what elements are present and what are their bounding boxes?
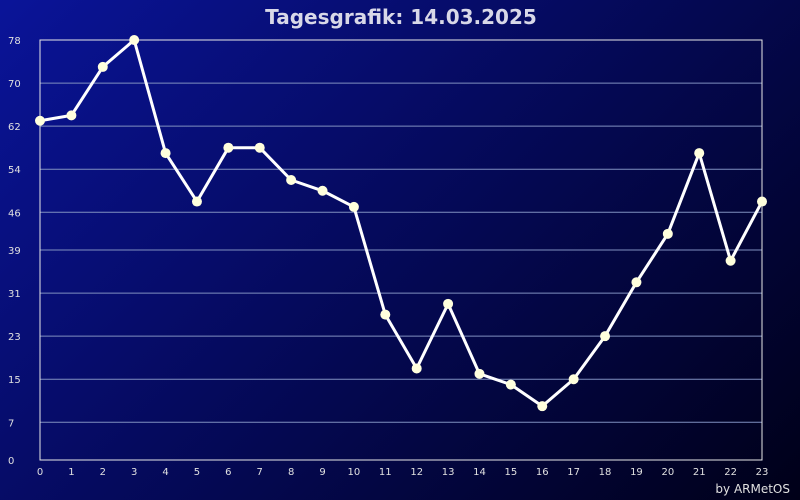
data-point xyxy=(725,255,736,266)
data-point xyxy=(66,110,77,121)
y-tick-label: 7 xyxy=(8,418,14,429)
data-point xyxy=(505,379,516,390)
data-point xyxy=(35,115,45,126)
gridlines xyxy=(40,82,762,423)
x-tick-label: 21 xyxy=(693,467,706,478)
x-tick-label: 11 xyxy=(379,467,392,478)
data-point xyxy=(223,142,234,153)
data-points xyxy=(35,35,767,412)
x-tick-label: 19 xyxy=(630,467,643,478)
y-tick-label: 62 xyxy=(8,122,21,133)
data-point xyxy=(380,309,391,320)
x-tick-label: 4 xyxy=(162,467,168,478)
y-tick-label: 46 xyxy=(8,208,21,219)
x-tick-label: 2 xyxy=(100,467,106,478)
chart-title: Tagesgrafik: 14.03.2025 xyxy=(265,5,537,29)
x-tick-label: 3 xyxy=(131,467,137,478)
x-tick-label: 15 xyxy=(505,467,518,478)
credit-label: by ARMetOS xyxy=(715,482,790,496)
x-tick-label: 17 xyxy=(567,467,580,478)
y-tick-label: 54 xyxy=(8,165,21,176)
x-tick-label: 7 xyxy=(257,467,263,478)
series-line xyxy=(39,38,764,408)
x-tick-label: 12 xyxy=(410,467,423,478)
y-tick-label: 15 xyxy=(8,375,21,386)
x-tick-label: 9 xyxy=(319,467,325,478)
x-tick-label: 13 xyxy=(442,467,455,478)
y-tick-label: 78 xyxy=(8,36,21,47)
data-point xyxy=(694,148,705,159)
x-tick-label: 5 xyxy=(194,467,200,478)
x-tick-label: 8 xyxy=(288,467,294,478)
x-tick-label: 20 xyxy=(661,467,674,478)
y-axis: 0 7 15 23 31 39 46 54 62 70 78 xyxy=(8,36,21,467)
data-point xyxy=(757,196,767,207)
data-point xyxy=(286,175,297,185)
x-tick-label: 10 xyxy=(348,467,361,478)
data-point xyxy=(600,331,611,342)
data-point xyxy=(129,35,140,45)
data-point xyxy=(631,277,642,288)
data-point xyxy=(411,363,422,374)
x-tick-label: 0 xyxy=(37,467,43,478)
data-point xyxy=(348,201,359,212)
x-tick-label: 14 xyxy=(473,467,486,478)
y-tick-label: 70 xyxy=(8,79,21,90)
x-axis: 0 1 2 3 4 5 6 7 8 9 10 11 12 13 14 15 16 17 18 19 20 21 22 23 xyxy=(37,467,769,478)
data-point xyxy=(160,148,171,159)
x-tick-label: 6 xyxy=(225,467,231,478)
data-point xyxy=(191,196,202,207)
x-tick-label: 18 xyxy=(599,467,612,478)
y-tick-label: 31 xyxy=(8,289,21,300)
plot-frame xyxy=(39,39,763,461)
data-point xyxy=(443,298,454,309)
data-point xyxy=(254,142,265,153)
x-tick-label: 16 xyxy=(536,467,549,478)
data-point xyxy=(662,228,673,239)
data-point xyxy=(317,185,328,196)
data-point xyxy=(537,401,548,412)
x-tick-label: 1 xyxy=(68,467,74,478)
data-point xyxy=(474,368,485,379)
y-tick-label: 0 xyxy=(8,456,14,467)
data-point xyxy=(97,61,108,72)
y-tick-label: 23 xyxy=(8,332,21,343)
x-tick-label: 22 xyxy=(724,467,737,478)
y-tick-label: 39 xyxy=(8,246,21,257)
data-point xyxy=(568,374,579,385)
x-tick-label: 23 xyxy=(756,467,769,478)
